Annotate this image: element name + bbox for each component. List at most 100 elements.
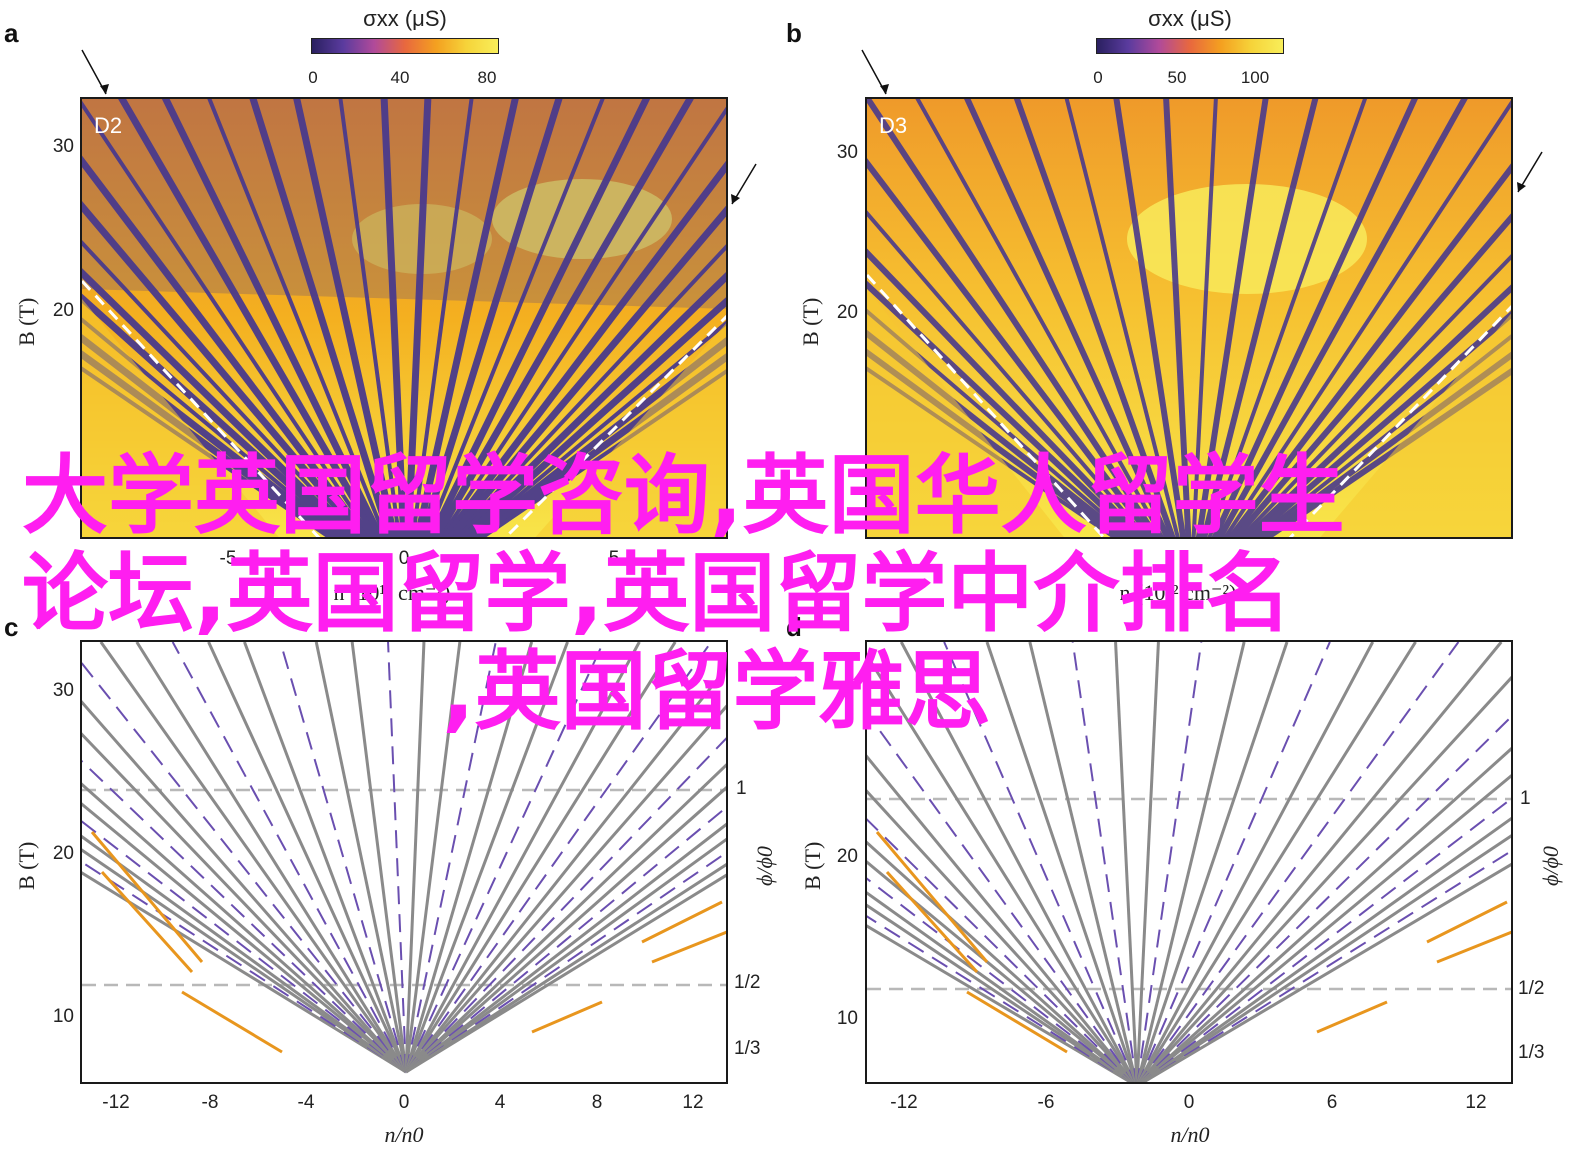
panel-c-rtick-1: 1 [736, 778, 747, 799]
fan-line-orange [531, 1000, 603, 1034]
fan-line [985, 642, 1138, 1082]
panel-a-ytick-30: 30 [52, 136, 74, 157]
fan-line [405, 863, 726, 1074]
panel-c-ytick-30: 30 [52, 680, 74, 701]
panel-d-ytick-10: 10 [836, 1008, 858, 1029]
fan-line [404, 666, 726, 1073]
heatmap-stripe [380, 99, 408, 537]
fan-line [1138, 642, 1503, 1082]
fan-line [1139, 774, 1511, 1082]
fan-line-orange [1316, 1000, 1388, 1034]
heatmap-stripe [118, 99, 380, 537]
heatmap-stripe [338, 99, 402, 537]
fan-line [1136, 642, 1246, 1082]
panel-b-ytick-20: 20 [836, 302, 858, 323]
fan-line [404, 642, 534, 1073]
fan-line [1135, 642, 1160, 1082]
fan-line [867, 652, 1137, 1082]
fan-line [82, 732, 408, 1074]
fan-line [405, 837, 726, 1074]
heatmap-stripe [1191, 99, 1218, 537]
colorbar-a-tick-1: 40 [390, 68, 410, 87]
fan-line [387, 642, 407, 1073]
fan-line [243, 642, 408, 1073]
heatmap-stripe [1216, 99, 1468, 537]
heatmap-stripe [1247, 310, 1511, 537]
fan-line [405, 737, 726, 1073]
heatmap-stripe [867, 158, 1155, 537]
heatmap-stripe [1254, 334, 1511, 537]
panel-c-ytick-10: 10 [52, 1006, 74, 1027]
panel-a-xtick-m5: -5 [219, 548, 237, 569]
heatmap-stripe [867, 210, 1149, 537]
fan-line [404, 642, 569, 1073]
heatmap-stripe [1113, 99, 1187, 537]
fan-line [82, 834, 407, 1074]
arrow-icon-b-top [861, 49, 889, 95]
heatmap-b-stripes [867, 99, 1511, 537]
fan-line [82, 861, 407, 1073]
colorbar-b-tick-0: 0 [1093, 68, 1103, 87]
panel-c-xtick-4: 4 [494, 1092, 506, 1113]
panel-a-ytick-20: 20 [52, 300, 74, 321]
panel-d-xtick-0: 0 [1183, 1092, 1195, 1113]
heatmap-stripe [427, 99, 651, 537]
fan-line [82, 700, 408, 1073]
colorbar-title-a: σxx (μS) [363, 6, 447, 31]
colorbar-title-b: σxx (μS) [1148, 6, 1232, 31]
heatmap-stripe [867, 99, 1161, 537]
fan-line [867, 891, 1134, 1082]
heatmap-stripe [1242, 284, 1511, 537]
heatmap-stripe [915, 99, 1165, 537]
watermark-line-2: 论坛,英国留学,英国留学中介排名 [22, 544, 1292, 644]
heatmap-stripe [1064, 99, 1180, 537]
panel-d-xtick-12: 12 [1465, 1092, 1487, 1113]
fan-line [405, 806, 726, 1073]
fan-line [404, 642, 426, 1073]
heatmap-stripe [452, 244, 726, 537]
fan-line [867, 877, 1134, 1082]
heatmap-stripe [424, 99, 605, 537]
panel-b-ylabel: B (T) [798, 297, 823, 346]
panel-a-xtick-0: 0 [398, 548, 410, 569]
panel-d-xtick-6: 6 [1326, 1092, 1338, 1113]
fan-line [1137, 642, 1331, 1082]
fan-line [82, 871, 407, 1074]
fan-line [1140, 797, 1511, 1082]
fan-line-orange [641, 900, 723, 944]
panel-c-xtick-m8: -8 [201, 1092, 219, 1113]
heatmap-stripe [249, 99, 394, 537]
heatmap-stripe [472, 353, 726, 537]
fan-line [404, 763, 726, 1074]
colorbar-b-tick-1: 50 [1167, 68, 1187, 87]
fan-line [405, 786, 726, 1074]
panel-c-ytick-20: 20 [52, 843, 74, 864]
heatmap-stripe [867, 329, 1130, 537]
heatmap-stripe [82, 155, 371, 537]
fan-line [135, 642, 408, 1073]
panel-letter-b: b [786, 18, 802, 48]
heatmap-stripe [432, 99, 694, 537]
panel-d-rtick-1: 1 [1520, 788, 1531, 809]
panel-b-ytick-30: 30 [836, 142, 858, 163]
panel-letter-d: d [786, 612, 802, 642]
heatmap-stripe [82, 293, 353, 537]
colorbar-b [1096, 38, 1284, 54]
fan-line [867, 754, 1136, 1082]
fan-line [1028, 642, 1138, 1082]
panel-c-xtick-8: 8 [591, 1092, 603, 1113]
fan-line [1137, 642, 1375, 1082]
panel-a-xlabel: n (10¹² cm⁻²) [333, 580, 451, 605]
panel-d-ylabel: B (T) [800, 841, 825, 890]
heatmap-stripe [1163, 99, 1192, 537]
heatmap-stripe [1262, 368, 1511, 537]
panel-c-rtick-third: 1/3 [734, 1038, 761, 1059]
fan-line [1139, 715, 1511, 1082]
panel-c-xtick-12: 12 [682, 1092, 704, 1113]
heatmap-stripe [161, 99, 385, 537]
panel-letter-a: a [4, 18, 19, 48]
fan-line [82, 848, 407, 1074]
heatmap-stripe [1201, 99, 1319, 537]
fan-line [82, 820, 407, 1073]
line-plot-panel-c [80, 640, 728, 1084]
